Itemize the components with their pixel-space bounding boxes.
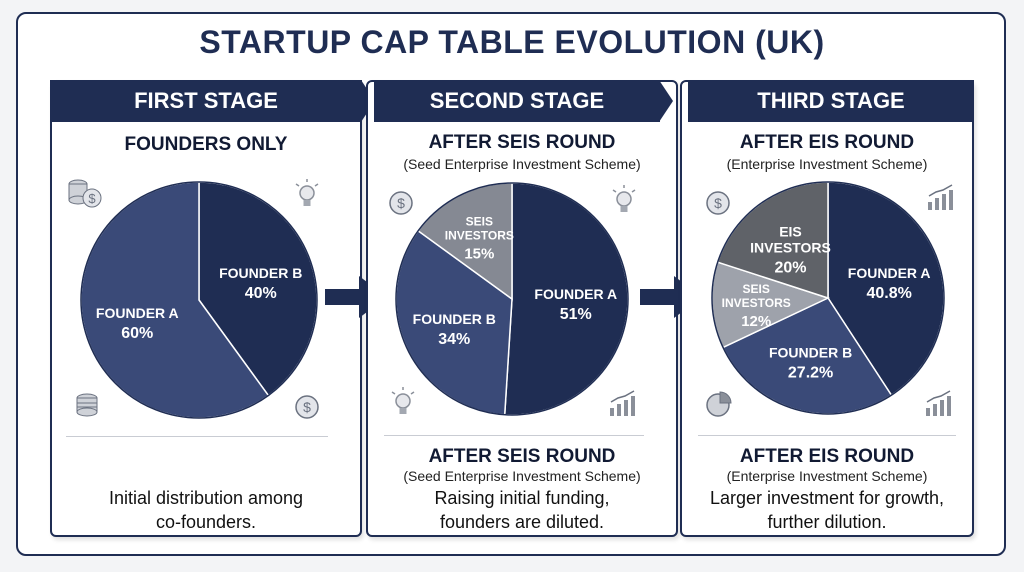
stage-2-banner: SECOND STAGE <box>374 80 660 122</box>
slice-label-eis-investors: INVESTORS <box>750 239 831 255</box>
stage-1-heading: FOUNDERS ONLY <box>124 134 288 155</box>
stage-2-description-line-2: founders are diluted. <box>439 512 605 532</box>
pie-outline <box>80 181 318 419</box>
slice-label-seis-investors: SEIS <box>743 282 770 296</box>
stage-2-description-line-1: Raising initial funding, <box>434 488 610 508</box>
stage-2-footer-heading: AFTER SEIS ROUND <box>428 446 616 467</box>
slice-value-eis-investors: 20% <box>774 259 806 276</box>
slice-label-seis-investors: INVESTORS <box>445 228 514 242</box>
slice-value-founder-b: 34% <box>438 331 470 348</box>
slice-value-seis-investors: 12% <box>741 313 771 330</box>
pie-chart-icon <box>706 391 732 417</box>
slice-value-founder-a: 40.8% <box>866 285 911 302</box>
pie-outline <box>395 182 629 416</box>
dollar-coin-icon: $ <box>389 191 413 215</box>
slice-value-founder-a: 51% <box>560 306 592 323</box>
stage-3-pie-chart: FOUNDER A40.8%FOUNDER B27.2%SEISINVESTOR… <box>711 181 945 415</box>
slice-label-seis-investors: INVESTORS <box>722 296 791 310</box>
stage-1-description-line-1: Initial distribution among <box>108 488 304 508</box>
slice-value-founder-b: 40% <box>245 285 277 302</box>
stage-1-pie-chart: FOUNDER B 40% FOUNDER A 60% <box>80 181 318 419</box>
stage-2-note: (Seed Enterprise Investment Scheme) <box>403 156 641 172</box>
stage-3-description-line-2: further dilution. <box>767 512 887 532</box>
lightbulb-icon <box>391 387 415 414</box>
stage-3-footer-heading: AFTER EIS ROUND <box>739 446 915 467</box>
growth-chart-icon <box>928 184 953 210</box>
slice-value-seis-investors: 15% <box>464 245 494 262</box>
slice-label-seis-investors: SEIS <box>466 214 493 228</box>
stage-3-banner: THIRD STAGE <box>688 80 974 122</box>
dollar-coin-icon: $ <box>295 395 319 419</box>
stage-1-description-line-2: co-founders. <box>155 512 257 532</box>
stage-1-divider <box>66 436 328 437</box>
slice-label-eis-investors: EIS <box>779 223 802 239</box>
stage-2-footer-note: (Seed Enterprise Investment Scheme) <box>403 468 641 484</box>
dollar-coin-icon: $ <box>706 191 730 215</box>
stage-3-heading: AFTER EIS ROUND <box>739 132 915 153</box>
slice-label-founder-a: FOUNDER A <box>848 265 931 281</box>
stage-3-banner-label: THIRD STAGE <box>757 88 905 113</box>
slice-label-founder-a: FOUNDER A <box>96 305 179 321</box>
stage-1-banner: FIRST STAGE <box>50 80 362 122</box>
growth-chart-icon <box>926 390 951 416</box>
page-title: STARTUP CAP TABLE EVOLUTION (UK) <box>199 24 825 60</box>
stage-1-banner-label: FIRST STAGE <box>134 88 278 113</box>
svg-text:$: $ <box>397 195 405 211</box>
stage-3-description-line-1: Larger investment for growth, <box>709 488 945 508</box>
slice-label-founder-a: FOUNDER A <box>534 286 617 302</box>
lightbulb-icon <box>295 179 319 206</box>
slice-label-founder-b: FOUNDER B <box>413 311 496 327</box>
stage-3-note: (Enterprise Investment Scheme) <box>726 156 928 172</box>
coins-stack-icon <box>76 393 98 417</box>
stage-2-divider <box>384 435 644 436</box>
growth-chart-icon <box>610 390 635 416</box>
slice-value-founder-b: 27.2% <box>788 364 833 381</box>
stage-2-banner-label: SECOND STAGE <box>429 88 605 113</box>
banner-chevron-2 <box>659 80 673 122</box>
coins-dollar-icon: $ <box>68 179 102 208</box>
pie-outline <box>711 181 945 415</box>
stage-2-heading: AFTER SEIS ROUND <box>428 132 616 153</box>
stage-3-description: Larger investment for growth, further di… <box>680 486 974 534</box>
slice-label-founder-b: FOUNDER B <box>219 265 302 281</box>
lightbulb-icon <box>612 185 636 212</box>
slice-label-founder-b: FOUNDER B <box>769 344 852 360</box>
stage-1-description: Initial distribution among co-founders. <box>50 486 362 534</box>
svg-text:$: $ <box>303 399 311 415</box>
stage-2-description: Raising initial funding, founders are di… <box>366 486 678 534</box>
stage-3-footer-note: (Enterprise Investment Scheme) <box>726 468 928 484</box>
svg-text:$: $ <box>714 195 722 211</box>
stage-3-divider <box>698 435 956 436</box>
svg-text:$: $ <box>88 191 96 206</box>
slice-value-founder-a: 60% <box>121 325 153 342</box>
